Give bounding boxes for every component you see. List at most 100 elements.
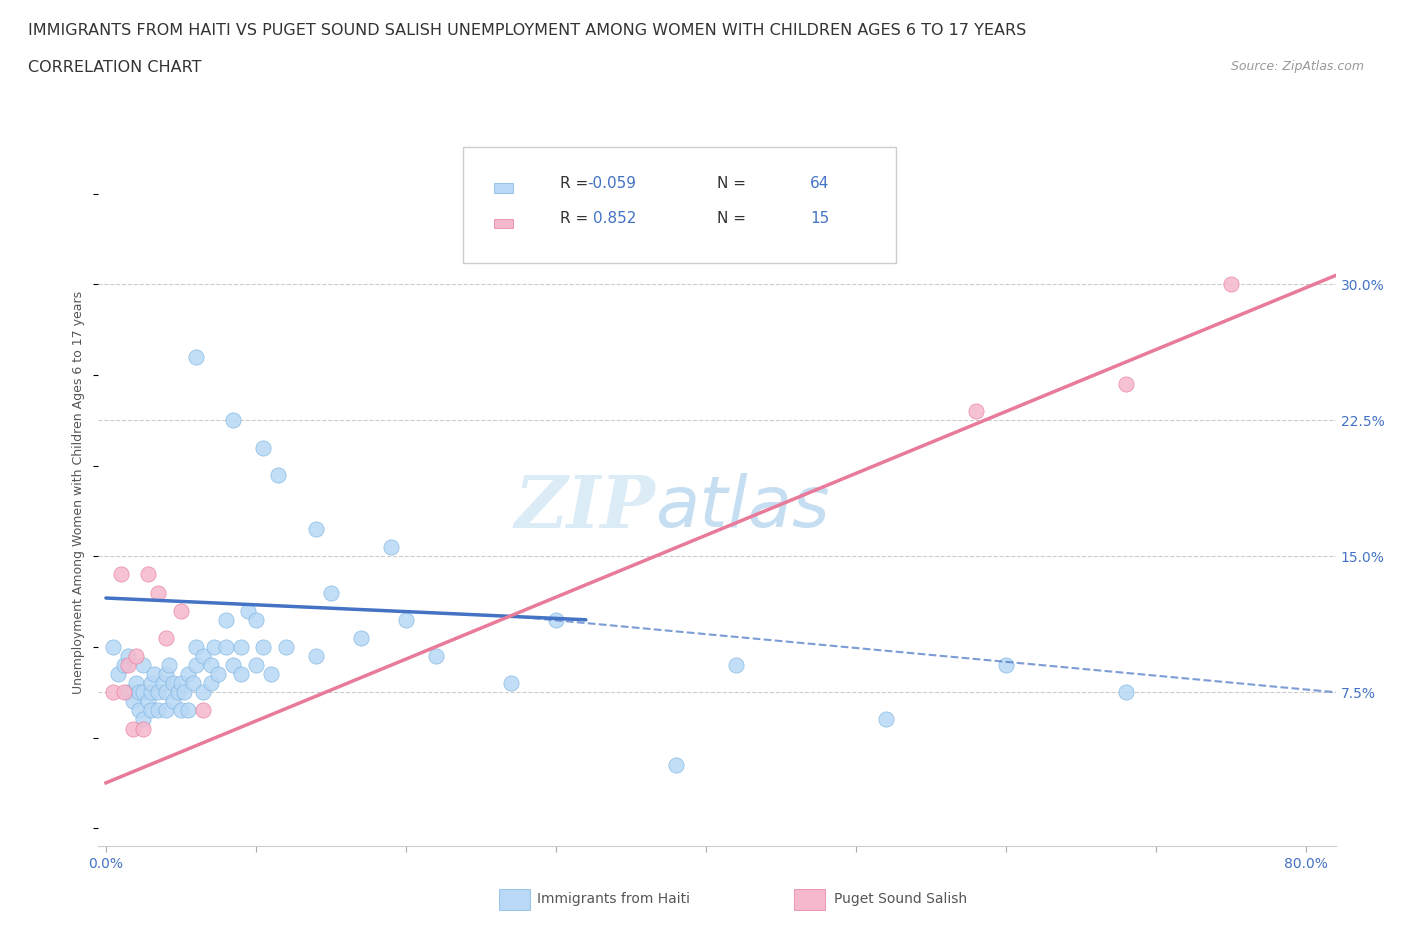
Point — [724, 658, 747, 672]
Point — [117, 658, 139, 672]
Text: N =: N = — [717, 176, 747, 191]
Point — [229, 640, 252, 655]
Point — [125, 648, 148, 663]
Point — [132, 721, 155, 736]
Point — [132, 684, 155, 699]
FancyBboxPatch shape — [495, 183, 513, 193]
Point — [110, 567, 132, 582]
Point — [222, 658, 245, 672]
Point — [167, 684, 190, 699]
Point — [207, 667, 229, 682]
Point — [148, 703, 170, 718]
Point — [155, 631, 177, 645]
Point — [380, 539, 402, 554]
Point — [200, 658, 222, 672]
Point — [193, 648, 215, 663]
Point — [152, 676, 174, 691]
Text: Immigrants from Haiti: Immigrants from Haiti — [537, 892, 690, 907]
Text: 64: 64 — [810, 176, 830, 191]
Y-axis label: Unemployment Among Women with Children Ages 6 to 17 years: Unemployment Among Women with Children A… — [72, 291, 86, 695]
Point — [252, 440, 274, 455]
Point — [177, 703, 200, 718]
Point — [184, 640, 207, 655]
Point — [139, 703, 162, 718]
FancyBboxPatch shape — [464, 147, 897, 263]
Point — [229, 667, 252, 682]
Point — [155, 667, 177, 682]
FancyBboxPatch shape — [495, 219, 513, 228]
Point — [162, 676, 184, 691]
Point — [245, 658, 267, 672]
Text: 0.852: 0.852 — [593, 211, 637, 226]
Point — [875, 712, 897, 727]
Text: R =: R = — [560, 176, 588, 191]
Point — [117, 684, 139, 699]
Point — [238, 604, 260, 618]
Point — [965, 404, 987, 418]
Point — [139, 684, 162, 699]
Point — [499, 676, 522, 691]
Point — [184, 350, 207, 365]
Point — [395, 612, 418, 627]
Point — [162, 694, 184, 709]
Point — [319, 585, 342, 600]
Text: ZIP: ZIP — [515, 472, 655, 542]
Text: R =: R = — [560, 211, 588, 226]
Point — [125, 676, 148, 691]
Point — [173, 684, 195, 699]
Text: atlas: atlas — [655, 472, 830, 541]
Point — [305, 522, 328, 537]
Point — [181, 676, 204, 691]
Point — [157, 658, 180, 672]
Point — [112, 658, 135, 672]
Point — [215, 640, 238, 655]
Point — [170, 604, 193, 618]
Text: -0.059: -0.059 — [588, 176, 637, 191]
Point — [177, 667, 200, 682]
Point — [128, 703, 150, 718]
Point — [245, 612, 267, 627]
Point — [148, 684, 170, 699]
Point — [252, 640, 274, 655]
Point — [107, 667, 129, 682]
Point — [132, 712, 155, 727]
Point — [425, 648, 447, 663]
Point — [103, 640, 125, 655]
Point — [139, 676, 162, 691]
Point — [267, 468, 290, 483]
Text: N =: N = — [717, 211, 747, 226]
Point — [122, 694, 145, 709]
Point — [117, 648, 139, 663]
Point — [132, 658, 155, 672]
Point — [155, 703, 177, 718]
Point — [122, 721, 145, 736]
Point — [260, 667, 283, 682]
Point — [184, 658, 207, 672]
Point — [222, 413, 245, 428]
Text: CORRELATION CHART: CORRELATION CHART — [28, 60, 201, 75]
Point — [170, 703, 193, 718]
Point — [544, 612, 567, 627]
Point — [665, 757, 688, 772]
Point — [994, 658, 1017, 672]
Point — [1115, 377, 1137, 392]
Point — [103, 684, 125, 699]
Point — [215, 612, 238, 627]
Point — [170, 676, 193, 691]
Point — [202, 640, 225, 655]
Point — [136, 694, 159, 709]
Point — [193, 684, 215, 699]
Text: Puget Sound Salish: Puget Sound Salish — [834, 892, 967, 907]
Point — [305, 648, 328, 663]
Point — [148, 585, 170, 600]
Text: Source: ZipAtlas.com: Source: ZipAtlas.com — [1230, 60, 1364, 73]
Point — [274, 640, 297, 655]
Point — [1219, 277, 1241, 292]
Point — [350, 631, 373, 645]
Text: IMMIGRANTS FROM HAITI VS PUGET SOUND SALISH UNEMPLOYMENT AMONG WOMEN WITH CHILDR: IMMIGRANTS FROM HAITI VS PUGET SOUND SAL… — [28, 23, 1026, 38]
Point — [136, 567, 159, 582]
Point — [112, 684, 135, 699]
Point — [155, 684, 177, 699]
Text: 15: 15 — [810, 211, 830, 226]
Point — [142, 667, 165, 682]
